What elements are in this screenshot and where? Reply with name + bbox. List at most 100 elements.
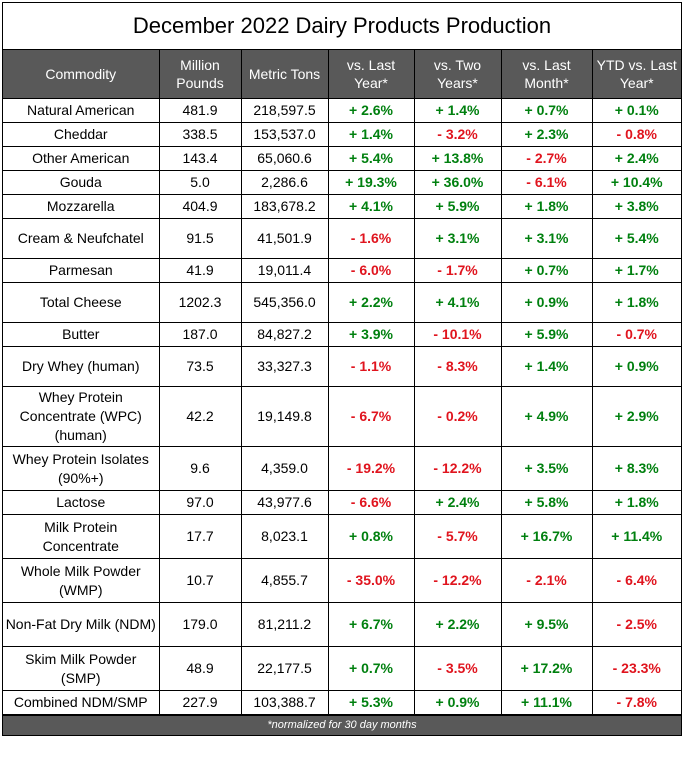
table-row: Lactose 97.0 43,977.6- 6.6% + 2.4% + 5.8% + 1… — [3, 490, 681, 515]
change-cell: + 3.1% — [413, 218, 502, 259]
change-cell: + 0.7% — [500, 258, 593, 283]
change-cell: - 6.4% — [591, 558, 681, 603]
change-cell: + 5.9% — [413, 194, 502, 219]
value-cell: 4,855.7 — [240, 558, 329, 603]
table-row: Total Cheese 1202.3 545,356.0 + 2.2% + 4.1% +… — [3, 282, 681, 323]
table-body: Natural American 481.9 218,597.5 + 2.6% + 1.… — [3, 98, 681, 715]
value-cell: 41.9 — [158, 258, 242, 283]
change-cell: + 6.7% — [327, 602, 415, 647]
change-cell: + 5.4% — [327, 146, 415, 171]
value-cell: 22,177.5 — [240, 646, 329, 691]
column-header: YTD vs. Last Year* — [591, 50, 681, 99]
value-cell: 545,356.0 — [240, 282, 329, 323]
value-cell: 481.9 — [158, 98, 242, 123]
value-cell: 103,388.7 — [240, 690, 329, 715]
commodity-cell: Parmesan — [3, 258, 160, 283]
change-cell: - 35.0% — [327, 558, 415, 603]
change-cell: + 2.4% — [413, 490, 502, 515]
change-cell: + 17.2% — [500, 646, 593, 691]
column-header: vs. Last Month* — [500, 50, 593, 99]
value-cell: 179.0 — [158, 602, 242, 647]
table-row: Milk Protein Concentrate 17.7 8,023.1 + 0.8… — [3, 514, 681, 559]
commodity-cell: Milk Protein Concentrate — [3, 514, 160, 559]
production-table: Commodity Million Pounds Metric Tons vs.… — [3, 50, 681, 715]
change-cell: + 2.6% — [327, 98, 415, 123]
value-cell: 48.9 — [158, 646, 242, 691]
change-cell: + 0.9% — [500, 282, 593, 323]
commodity-cell: Gouda — [3, 170, 160, 195]
value-cell: 91.5 — [158, 218, 242, 259]
value-cell: 17.7 — [158, 514, 242, 559]
value-cell: 9.6 — [158, 446, 242, 491]
commodity-cell: Dry Whey (human) — [3, 346, 160, 387]
change-cell: + 19.3% — [327, 170, 415, 195]
table-title: December 2022 Dairy Products Production — [3, 3, 681, 50]
value-cell: 8,023.1 — [240, 514, 329, 559]
table-row: Parmesan 41.9 19,011.4- 6.0% - 1.7% + 0.7% + … — [3, 258, 681, 283]
change-cell: - 0.8% — [591, 122, 681, 147]
change-cell: - 1.6% — [327, 218, 415, 259]
value-cell: 1202.3 — [158, 282, 242, 323]
change-cell: + 11.1% — [500, 690, 593, 715]
change-cell: + 3.1% — [500, 218, 593, 259]
change-cell: + 2.4% — [591, 146, 681, 171]
table-row: Whey Protein Isolates (90%+) 9.6 4,359.0- … — [3, 446, 681, 491]
commodity-cell: Combined NDM/SMP — [3, 690, 160, 715]
change-cell: + 0.8% — [327, 514, 415, 559]
change-cell: - 6.0% — [327, 258, 415, 283]
change-cell: + 4.1% — [327, 194, 415, 219]
table-row: Cheddar 338.5 153,537.0 + 1.4% - 3.2% + 2.3% -… — [3, 122, 681, 147]
change-cell: + 0.7% — [500, 98, 593, 123]
change-cell: + 8.3% — [591, 446, 681, 491]
change-cell: + 2.3% — [500, 122, 593, 147]
value-cell: 4,359.0 — [240, 446, 329, 491]
change-cell: + 4.1% — [413, 282, 502, 323]
change-cell: + 36.0% — [413, 170, 502, 195]
change-cell: + 5.3% — [327, 690, 415, 715]
change-cell: + 5.4% — [591, 218, 681, 259]
commodity-cell: Whey Protein Isolates (90%+) — [3, 446, 160, 491]
value-cell: 5.0 — [158, 170, 242, 195]
column-header: Million Pounds — [158, 50, 242, 99]
change-cell: + 1.8% — [591, 490, 681, 515]
commodity-cell: Mozzarella — [3, 194, 160, 219]
value-cell: 227.9 — [158, 690, 242, 715]
column-header: Commodity — [3, 50, 160, 99]
value-cell: 338.5 — [158, 122, 242, 147]
change-cell: + 1.8% — [591, 282, 681, 323]
change-cell: - 23.3% — [591, 646, 681, 691]
change-cell: - 3.2% — [413, 122, 502, 147]
change-cell: + 16.7% — [500, 514, 593, 559]
change-cell: + 2.9% — [591, 386, 681, 447]
value-cell: 42.2 — [158, 386, 242, 447]
commodity-cell: Whey Protein Concentrate (WPC) (human) — [3, 386, 160, 447]
table-row: Other American 143.4 65,060.6 + 5.4% + 13.8%… — [3, 146, 681, 171]
change-cell: + 0.9% — [591, 346, 681, 387]
change-cell: + 10.4% — [591, 170, 681, 195]
table-row: Natural American 481.9 218,597.5 + 2.6% + 1.… — [3, 98, 681, 123]
commodity-cell: Cream & Neufchatel — [3, 218, 160, 259]
commodity-cell: Skim Milk Powder (SMP) — [3, 646, 160, 691]
change-cell: + 1.8% — [500, 194, 593, 219]
change-cell: - 0.2% — [413, 386, 502, 447]
value-cell: 183,678.2 — [240, 194, 329, 219]
column-header: vs. Last Year* — [327, 50, 415, 99]
table-row: Non-Fat Dry Milk (NDM) 179.0 81,211.2 + 6.7… — [3, 602, 681, 647]
change-cell: + 4.9% — [500, 386, 593, 447]
value-cell: 19,011.4 — [240, 258, 329, 283]
table-frame: December 2022 Dairy Products Production … — [2, 2, 682, 736]
change-cell: + 2.2% — [327, 282, 415, 323]
commodity-cell: Total Cheese — [3, 282, 160, 323]
change-cell: + 0.1% — [591, 98, 681, 123]
commodity-cell: Butter — [3, 322, 160, 347]
change-cell: + 1.4% — [500, 346, 593, 387]
change-cell: - 5.7% — [413, 514, 502, 559]
value-cell: 41,501.9 — [240, 218, 329, 259]
change-cell: + 5.9% — [500, 322, 593, 347]
table-row: Dry Whey (human) 73.5 33,327.3- 1.1% - 8.3%… — [3, 346, 681, 387]
change-cell: - 3.5% — [413, 646, 502, 691]
change-cell: - 6.6% — [327, 490, 415, 515]
column-header: Metric Tons — [240, 50, 329, 99]
table-row: Skim Milk Powder (SMP) 48.9 22,177.5 + 0.7%… — [3, 646, 681, 691]
change-cell: - 12.2% — [413, 558, 502, 603]
